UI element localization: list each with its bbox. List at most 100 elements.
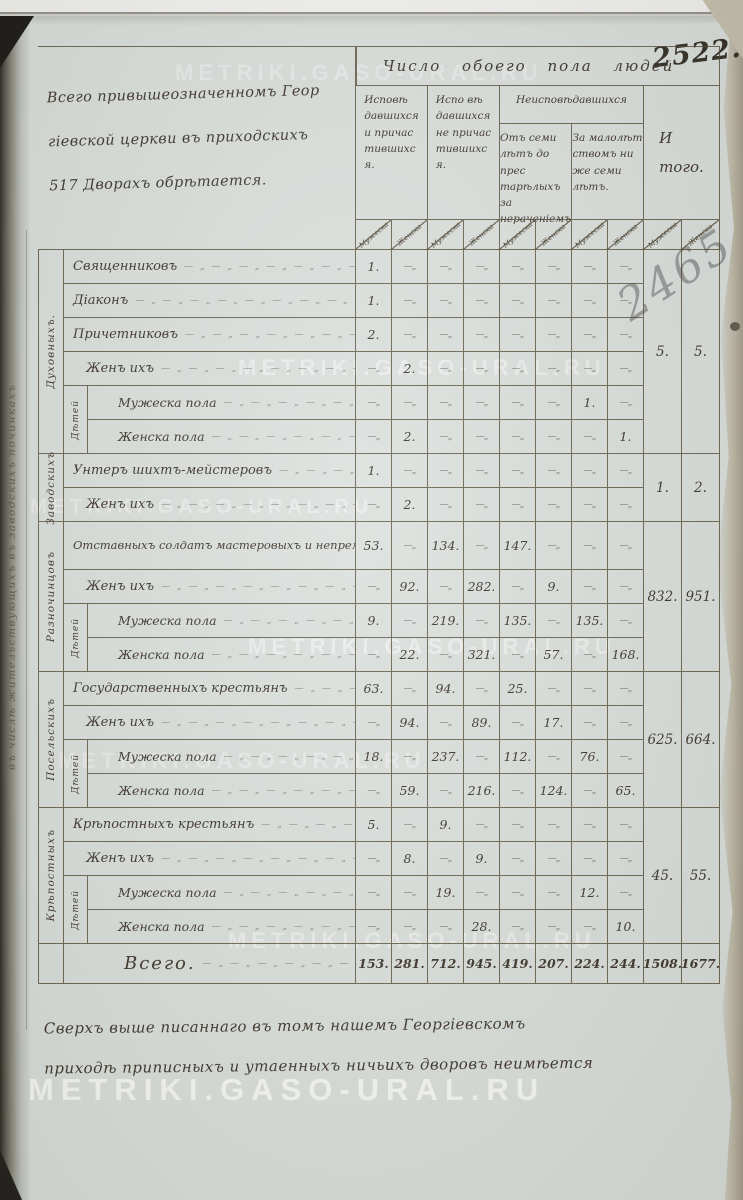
data-cell: 2. — [356, 318, 392, 352]
row-label-text: Отставныхъ солдатъ мастеровыхъ и непремѣ… — [73, 537, 355, 552]
grand-total-cell: 153. — [356, 944, 392, 984]
row-label-text: Женъ ихъ — [86, 361, 155, 376]
row-label-text: Діаконъ — [73, 293, 129, 308]
row-label-text: Женска пола — [118, 783, 205, 798]
sex-header: Мужеска — [572, 220, 608, 250]
empty-data-cell: —„ — [500, 808, 536, 842]
data-cell: 94. — [392, 706, 428, 740]
empty-data-cell: —„ — [464, 488, 500, 522]
data-cell: 63. — [356, 672, 392, 706]
empty-data-cell: —„ — [572, 808, 608, 842]
empty-data-cell: —„ — [356, 352, 392, 386]
sex-header: Мужеска — [644, 220, 682, 250]
dash-leader: — „ — „ — „ — „ — „ — „ — „ — „ — „ — — [161, 499, 355, 510]
estate-group-label: Заводскихъ — [38, 451, 64, 524]
empty-data-cell: —„ — [536, 842, 572, 876]
sex-header-label: Женска — [611, 222, 640, 247]
empty-data-cell: —„ — [428, 570, 464, 604]
row-label: Крѣпостныхъ крестьянъ — „ — „ — „ — „ — „… — [64, 808, 356, 842]
empty-data-cell: —„ — [500, 570, 536, 604]
empty-data-cell: —„ — [572, 250, 608, 284]
empty-data-cell: —„ — [572, 842, 608, 876]
data-cell: 1. — [572, 386, 608, 420]
col-subheader-under-seven: За малолѣт ствомъ ни же семи лѣтъ. — [572, 124, 644, 220]
empty-data-cell: —„ — [464, 386, 500, 420]
empty-data-cell: —„ — [536, 284, 572, 318]
row-label: Женска пола — „ — „ — „ — „ — „ — „ — „ —… — [88, 638, 356, 672]
empty-data-cell: —„ — [356, 420, 392, 454]
sex-header: Мужеска — [428, 220, 464, 250]
page-top-edge — [0, 12, 743, 26]
empty-data-cell: —„ — [356, 706, 392, 740]
dash-leader: — „ — „ — „ — „ — „ — „ — „ — „ — „ — — [211, 921, 355, 932]
empty-data-cell: —„ — [572, 638, 608, 672]
group-total-female: 55. — [682, 808, 720, 944]
grand-total-cell: 1508. — [643, 944, 682, 984]
empty-data-cell: —„ — [572, 910, 608, 944]
empty-data-cell: —„ — [428, 386, 464, 420]
sex-header: Мужеска — [500, 220, 536, 250]
empty-data-cell: —„ — [536, 604, 572, 638]
col-header-total: И того. — [644, 86, 720, 220]
header-left-space — [38, 46, 356, 250]
row-label: Женска пола — „ — „ — „ — „ — „ — „ — „ —… — [88, 420, 356, 454]
row-label-text: Священниковъ — [73, 259, 178, 274]
table-title: Число обоего пола людей — [356, 46, 720, 86]
empty-data-cell: —„ — [464, 604, 500, 638]
empty-data-cell: —„ — [572, 352, 608, 386]
empty-data-cell: —„ — [536, 910, 572, 944]
empty-data-cell: —„ — [356, 488, 392, 522]
book-binding — [0, 14, 30, 1200]
dash-leader: — „ — „ — „ — „ — „ — „ — „ — „ — „ — — [161, 717, 355, 728]
empty-data-cell: —„ — [464, 876, 500, 910]
empty-data-cell: —„ — [608, 604, 644, 638]
data-cell: 25. — [500, 672, 536, 706]
empty-data-cell: —„ — [500, 774, 536, 808]
sex-header-label: Женска — [395, 222, 424, 247]
row-label: Мужеска пола — „ — „ — „ — „ — „ — „ — „ … — [88, 386, 356, 420]
empty-data-cell: —„ — [608, 740, 644, 774]
data-cell: 1. — [356, 454, 392, 488]
total-row-label: Всего. — „ — „ — „ — „ — „ — „ — „ — „ — … — [64, 944, 356, 984]
empty-data-cell: —„ — [572, 672, 608, 706]
dash-leader: — „ — „ — „ — „ — „ — „ — „ — „ — „ — — [223, 887, 355, 898]
empty-data-cell: —„ — [464, 522, 500, 570]
empty-data-cell: —„ — [536, 420, 572, 454]
empty-data-cell: —„ — [428, 638, 464, 672]
row-label: Мужеска пола — „ — „ — „ — „ — „ — „ — „ … — [88, 876, 356, 910]
sex-header-label: Женска — [539, 222, 568, 247]
estate-group-label: Разночинцовъ — [38, 522, 64, 672]
empty-data-cell: —„ — [608, 522, 644, 570]
dash-leader: — „ — „ — „ — „ — „ — „ — „ — „ — „ — — [135, 295, 355, 306]
estate-group-label: Посельскихъ — [38, 672, 64, 808]
under-page-edge — [26, 230, 27, 1030]
torn-paper-edge — [717, 0, 743, 1200]
empty-data-cell: —„ — [428, 318, 464, 352]
paper-notch — [730, 322, 740, 331]
row-label: Причетниковъ — „ — „ — „ — „ — „ — „ — „ … — [64, 318, 356, 352]
sex-header-label: Женска — [686, 222, 715, 247]
data-cell: 321. — [464, 638, 500, 672]
data-cell: 9. — [428, 808, 464, 842]
data-cell: 135. — [500, 604, 536, 638]
sex-header: Женска — [392, 220, 428, 250]
empty-data-cell: —„ — [464, 284, 500, 318]
empty-data-cell: —„ — [608, 488, 644, 522]
empty-data-cell: —„ — [536, 250, 572, 284]
empty-data-cell: —„ — [536, 672, 572, 706]
empty-data-cell: —„ — [392, 284, 428, 318]
data-cell: 216. — [464, 774, 500, 808]
census-table: Число обоего пола людей Исповѣ давшихся и… — [38, 46, 720, 984]
row-label-text: Государственныхъ крестьянъ — [73, 681, 288, 696]
dash-leader: — „ — „ — „ — „ — „ — „ — „ — „ — „ — — [223, 615, 355, 626]
col-subheader-over-seven: Отъ семи лѣтъ до прес тарѣлыхъ за нераче… — [500, 124, 572, 225]
empty-data-cell: —„ — [536, 740, 572, 774]
estate-group-label-text: Крѣпостныхъ — [45, 829, 57, 922]
empty-data-cell: —„ — [500, 454, 536, 488]
data-cell: 92. — [392, 570, 428, 604]
row-label-text: Женска пола — [118, 919, 205, 934]
empty-data-cell: —„ — [428, 284, 464, 318]
empty-data-cell: —„ — [500, 638, 536, 672]
dash-leader: — „ — „ — „ — „ — „ — „ — „ — „ — „ — — [202, 958, 355, 969]
empty-data-cell: —„ — [428, 842, 464, 876]
